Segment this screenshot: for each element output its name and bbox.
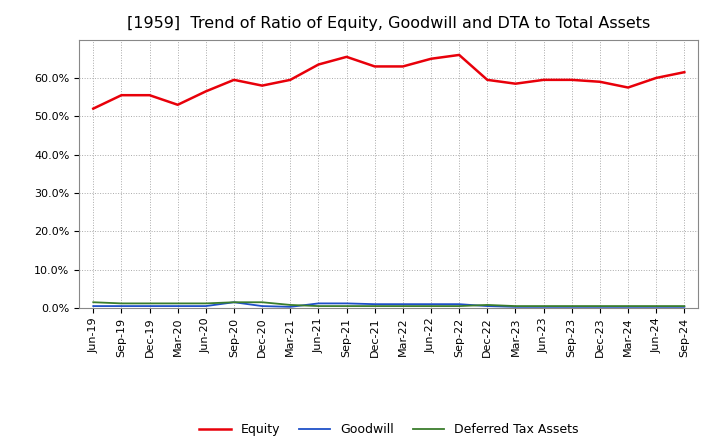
Legend: Equity, Goodwill, Deferred Tax Assets: Equity, Goodwill, Deferred Tax Assets — [194, 418, 583, 440]
Equity — [117, 92, 126, 98]
Line: Goodwill: Goodwill — [94, 302, 684, 307]
Goodwill — [567, 304, 576, 309]
Goodwill — [117, 304, 126, 309]
Equity — [595, 79, 604, 84]
Equity — [202, 89, 210, 94]
Equity — [314, 62, 323, 67]
Goodwill — [286, 304, 294, 309]
Goodwill — [455, 301, 464, 307]
Goodwill — [89, 304, 98, 309]
Title: [1959]  Trend of Ratio of Equity, Goodwill and DTA to Total Assets: [1959] Trend of Ratio of Equity, Goodwil… — [127, 16, 650, 32]
Goodwill — [595, 304, 604, 309]
Deferred Tax Assets — [117, 301, 126, 306]
Equity — [342, 54, 351, 59]
Deferred Tax Assets — [314, 304, 323, 309]
Equity — [230, 77, 238, 82]
Goodwill — [230, 300, 238, 305]
Deferred Tax Assets — [455, 304, 464, 309]
Equity — [258, 83, 266, 88]
Goodwill — [652, 304, 660, 309]
Equity — [399, 64, 408, 69]
Equity — [511, 81, 520, 86]
Goodwill — [370, 301, 379, 307]
Deferred Tax Assets — [511, 304, 520, 309]
Deferred Tax Assets — [567, 304, 576, 309]
Line: Deferred Tax Assets: Deferred Tax Assets — [94, 302, 684, 306]
Line: Equity: Equity — [94, 55, 684, 109]
Deferred Tax Assets — [652, 304, 660, 309]
Equity — [145, 92, 154, 98]
Equity — [567, 77, 576, 82]
Equity — [455, 52, 464, 58]
Deferred Tax Assets — [145, 301, 154, 306]
Equity — [483, 77, 492, 82]
Goodwill — [202, 304, 210, 309]
Equity — [174, 102, 182, 107]
Deferred Tax Assets — [680, 304, 688, 309]
Goodwill — [174, 304, 182, 309]
Deferred Tax Assets — [230, 300, 238, 305]
Deferred Tax Assets — [202, 301, 210, 306]
Goodwill — [342, 301, 351, 306]
Goodwill — [399, 301, 408, 307]
Deferred Tax Assets — [174, 301, 182, 306]
Goodwill — [145, 304, 154, 309]
Deferred Tax Assets — [624, 304, 632, 309]
Deferred Tax Assets — [89, 300, 98, 305]
Deferred Tax Assets — [427, 304, 436, 309]
Goodwill — [680, 304, 688, 309]
Deferred Tax Assets — [539, 304, 548, 309]
Goodwill — [624, 304, 632, 309]
Goodwill — [427, 301, 436, 307]
Goodwill — [511, 304, 520, 309]
Goodwill — [314, 301, 323, 306]
Deferred Tax Assets — [342, 304, 351, 309]
Equity — [539, 77, 548, 82]
Goodwill — [483, 304, 492, 309]
Equity — [652, 75, 660, 81]
Equity — [370, 64, 379, 69]
Deferred Tax Assets — [595, 304, 604, 309]
Deferred Tax Assets — [286, 302, 294, 308]
Equity — [624, 85, 632, 90]
Goodwill — [539, 304, 548, 309]
Equity — [680, 70, 688, 75]
Deferred Tax Assets — [370, 304, 379, 309]
Deferred Tax Assets — [483, 302, 492, 308]
Equity — [89, 106, 98, 111]
Equity — [427, 56, 436, 62]
Goodwill — [258, 304, 266, 309]
Deferred Tax Assets — [258, 300, 266, 305]
Equity — [286, 77, 294, 82]
Deferred Tax Assets — [399, 304, 408, 309]
